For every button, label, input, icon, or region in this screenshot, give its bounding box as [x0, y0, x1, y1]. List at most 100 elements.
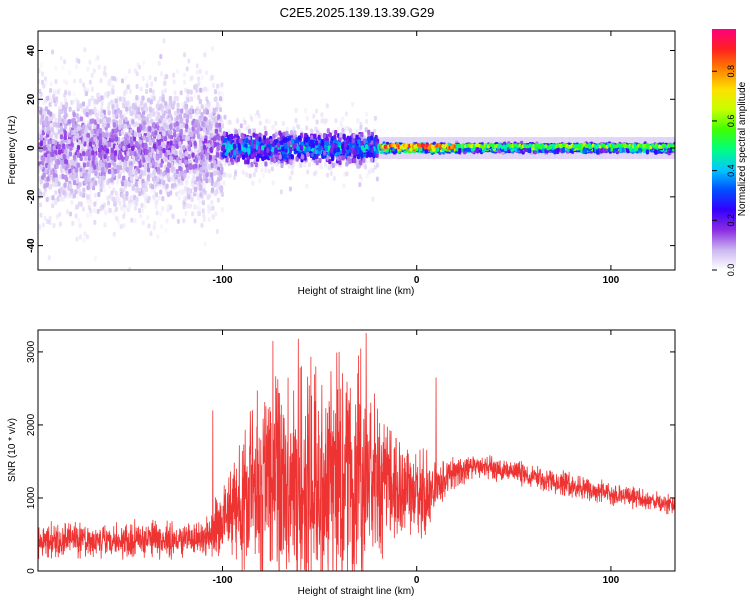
heatmap-cell: [119, 224, 123, 230]
heatmap-cell: [41, 222, 45, 228]
heatmap-cell: [215, 228, 219, 234]
heatmap-cell: [358, 182, 362, 188]
heatmap-cell: [136, 107, 141, 113]
heatmap-cell: [338, 159, 342, 166]
heatmap-cell: [186, 174, 190, 180]
heatmap-cell: [106, 105, 110, 111]
heatmap-cell: [267, 168, 271, 174]
heatmap-cell: [336, 126, 340, 132]
heatmap-cell: [237, 128, 241, 134]
heatmap-cell: [40, 117, 44, 124]
heatmap-cell: [141, 142, 145, 148]
heatmap-cell: [93, 180, 98, 186]
heatmap-cell: [89, 200, 93, 206]
heatmap-cell: [78, 234, 82, 240]
heatmap-cell: [158, 96, 163, 102]
heatmap-cell: [79, 155, 83, 162]
heatmap-cell: [52, 172, 57, 178]
heatmap-cell: [38, 147, 43, 153]
heatmap-cell: [86, 212, 90, 218]
heatmap-cell: [219, 107, 223, 113]
heatmap-cell: [122, 175, 126, 181]
heatmap-cell: [143, 203, 147, 209]
heatmap-cell: [236, 118, 240, 124]
heatmap-cell: [351, 101, 355, 107]
heatmap-cell: [157, 60, 161, 66]
heatmap-cell: [125, 166, 129, 173]
chart-title: C2E5.2025.139.13.39.G29: [280, 5, 435, 20]
heatmap-cell: [161, 97, 165, 103]
heatmap-cell: [207, 208, 211, 214]
heatmap-cell: [305, 116, 309, 122]
heatmap-cell: [293, 130, 297, 136]
heatmap-cell: [345, 171, 349, 177]
heatmap-cell: [267, 119, 271, 125]
heatmap-cell: [314, 170, 318, 176]
heatmap-cell: [162, 38, 166, 44]
heatmap-cell: [99, 78, 103, 84]
heatmap-cell: [127, 204, 131, 210]
heatmap-cell: [200, 222, 204, 228]
heatmap-cell: [308, 162, 312, 168]
heatmap-cell: [96, 208, 100, 214]
heatmap-cell: [303, 162, 307, 168]
heatmap-cell: [103, 202, 107, 208]
heatmap-cell: [326, 128, 330, 134]
heatmap-cell: [167, 176, 171, 183]
heatmap-cell: [342, 183, 346, 189]
heatmap-cell: [93, 255, 97, 261]
heatmap-cell: [225, 172, 229, 178]
heatmap-cell: [265, 118, 269, 124]
heatmap-cell: [176, 102, 180, 108]
heatmap-cell: [66, 209, 70, 215]
heatmap-cell: [198, 98, 203, 105]
heatmap-cell: [248, 173, 252, 179]
heatmap-cell: [294, 117, 298, 123]
heatmap-cell: [72, 99, 76, 105]
heatmap-cell: [299, 163, 303, 169]
heatmap-cell: [190, 75, 194, 81]
heatmap-cell: [133, 68, 137, 74]
heatmap-cell: [216, 101, 220, 107]
heatmap-cell: [261, 173, 265, 179]
heatmap-cell: [163, 80, 167, 86]
heatmap-cell: [182, 72, 186, 78]
heatmap-cell: [39, 212, 43, 218]
heatmap-cell: [200, 74, 204, 80]
heatmap-cell: [93, 192, 97, 198]
heatmap-cell: [294, 107, 298, 113]
heatmap-cell: [258, 120, 262, 126]
heatmap-cell: [239, 123, 243, 129]
heatmap-cell: [247, 128, 252, 134]
heatmap-cell: [341, 127, 345, 133]
heatmap-cell: [228, 173, 232, 179]
heatmap-cell: [68, 168, 72, 175]
heatmap-cell: [64, 98, 68, 104]
heatmap-cell: [73, 78, 77, 84]
heatmap-cell: [254, 167, 258, 173]
heatmap-cell: [98, 118, 102, 124]
heatmap-cell: [228, 119, 232, 125]
heatmap-cell: [42, 83, 46, 89]
heatmap-cell: [137, 179, 141, 185]
heatmap-cell: [218, 174, 223, 180]
heatmap-cell: [295, 123, 299, 129]
heatmap-cell: [219, 96, 223, 102]
heatmap-cell: [186, 97, 190, 103]
heatmap-cell: [355, 128, 359, 134]
heatmap-cell: [126, 100, 130, 106]
heatmap-cell: [146, 97, 150, 103]
heatmap-cell: [344, 111, 348, 117]
heatmap-cell: [334, 118, 338, 124]
heatmap-cell: [149, 113, 153, 119]
heatmap-cell: [38, 133, 41, 139]
heatmap-cell: [38, 96, 42, 102]
heatmap-cell: [144, 195, 148, 201]
heatmap-cell: [207, 217, 211, 223]
heatmap-cell: [193, 204, 197, 210]
heatmap-cell: [124, 88, 128, 95]
heatmap-cell: [146, 214, 150, 220]
heatmap-cell: [198, 199, 202, 205]
heatmap-cell: [139, 213, 143, 219]
heatmap-cell: [157, 112, 161, 118]
